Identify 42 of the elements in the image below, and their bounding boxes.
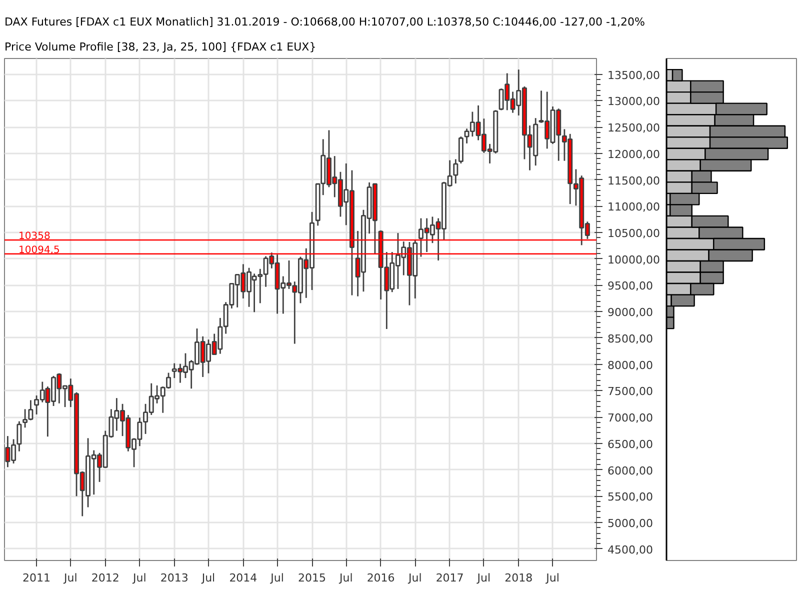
x-tick-label: Jul: [200, 572, 216, 584]
y-tick-label: 8000,00: [608, 358, 653, 372]
x-tick-label: Jul: [407, 572, 422, 584]
y-tick-label: 9500,00: [608, 280, 653, 293]
y-tick-label: 8500,00: [608, 332, 653, 346]
y-tick-label: 6000,00: [608, 464, 653, 478]
ref-line-label: 10358: [18, 231, 50, 242]
y-tick-label: 12000,00: [608, 148, 660, 161]
y-tick-label: 12500,00: [608, 122, 660, 135]
y-tick-label: 10500,00: [608, 227, 660, 240]
x-tick-label: 2014: [229, 572, 258, 584]
y-tick-label: 10000,00: [608, 253, 660, 266]
candlestick: [16, 420, 22, 452]
y-tick-label: 7000,00: [608, 412, 653, 425]
x-tick-label: 2017: [436, 572, 464, 584]
ref-line-label: 10094,5: [18, 244, 60, 256]
x-tick-label: Jul: [270, 572, 284, 584]
y-tick-label: 5000,00: [608, 517, 653, 530]
x-tick-label: 2011: [22, 572, 51, 584]
x-tick-label: 2013: [160, 572, 188, 584]
x-tick-label: 2016: [366, 572, 395, 584]
x-tick-label: 2018: [504, 572, 533, 584]
x-tick-label: 2015: [298, 572, 326, 584]
x-tick-label: 2012: [91, 572, 120, 584]
y-tick-label: 5500,00: [608, 490, 653, 504]
y-tick-label: 7500,00: [608, 385, 653, 398]
y-tick-label: 13000,00: [608, 95, 660, 108]
y-tick-label: 9000,00: [608, 306, 653, 320]
candlestick: [458, 136, 464, 164]
y-tick-label: 4500,00: [608, 543, 653, 556]
x-tick-label: Jul: [63, 572, 78, 584]
chart-title: DAX Futures [FDAX c1 EUX Monatlich] 31.01.2019 - O:10668,00 H:10707,00 L:10378,50 C:10446,00 -127,00 -1,20%: [4, 16, 645, 28]
y-tick-label: 13500,00: [608, 68, 660, 82]
x-tick-label: Jul: [338, 572, 353, 584]
y-tick-label: 11500,00: [608, 174, 660, 188]
y-tick-label: 6500,00: [608, 438, 653, 451]
candlestick: [453, 158, 458, 184]
chart-subtitle: Price Volume Profile [38, 23, Ja, 25, 100] {FDAX c1 EUX}: [4, 40, 316, 54]
x-tick-label: Jul: [545, 572, 560, 584]
y-tick-label: 11000,00: [608, 200, 660, 214]
x-tick-label: Jul: [132, 572, 146, 584]
x-tick-label: Jul: [476, 572, 491, 584]
